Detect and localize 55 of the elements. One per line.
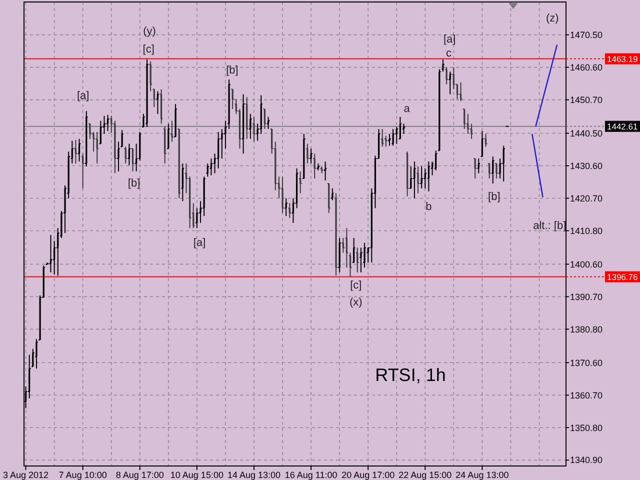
- annotation: (y): [143, 26, 156, 38]
- annotation: b: [426, 201, 432, 214]
- x-tick-label: 10 Aug 15:00: [170, 470, 224, 480]
- annotation: [b]: [128, 177, 140, 190]
- y-tick-label: 1410.80: [570, 226, 603, 236]
- y-tick-label: 1370.60: [570, 358, 603, 368]
- candlestick: [78, 138, 80, 162]
- y-tick-label: 1400.60: [570, 259, 603, 270]
- candlestick: [481, 130, 484, 158]
- y-tick-label: 1350.80: [570, 422, 603, 433]
- candlestick: [428, 160, 430, 192]
- y-tick-label: 1340.90: [570, 455, 603, 466]
- candlestick: [242, 94, 244, 154]
- candlestick: [484, 133, 487, 148]
- annotation: alt.: [b]: [533, 220, 566, 232]
- annotation: (z): [546, 12, 559, 25]
- ref-line-label: 1442.61: [607, 121, 638, 132]
- y-tick-label: 1450.70: [570, 94, 603, 105]
- y-tick-label: 1380.80: [570, 324, 603, 334]
- candlestick: [346, 228, 348, 268]
- y-tick-label: 1430.60: [570, 160, 603, 171]
- annotation: [b]: [226, 64, 238, 76]
- ref-line-label: 1396.76: [607, 272, 638, 282]
- annotation: a: [404, 102, 411, 115]
- x-tick-label: 24 Aug 13:00: [456, 470, 509, 480]
- x-tick-label: 16 Aug 11:00: [284, 470, 338, 480]
- candlestick: [320, 166, 323, 174]
- x-tick-label: 22 Aug 15:00: [398, 470, 452, 480]
- annotation: [a]: [443, 34, 456, 46]
- candlestick: [50, 234, 52, 273]
- annotation: (x): [350, 296, 362, 308]
- y-tick-label: 1420.70: [570, 193, 603, 204]
- annotation: [c]: [142, 43, 154, 56]
- annotation: [b]: [488, 191, 500, 204]
- candlestick: [349, 252, 352, 278]
- candlestick: [160, 88, 162, 124]
- x-tick-label: 20 Aug 17:00: [342, 470, 395, 480]
- x-tick-label: 3 Aug 2012: [3, 470, 49, 480]
- ref-line-label: 1463.19: [607, 54, 638, 64]
- annotation: c: [446, 47, 452, 60]
- x-tick-label: 8 Aug 17:00: [116, 470, 164, 480]
- annotation: [a]: [193, 236, 206, 249]
- y-tick-label: 1460.60: [570, 62, 603, 72]
- y-tick-label: 1360.70: [570, 390, 603, 400]
- text: RTSI, 1h: [375, 365, 446, 386]
- y-tick-label: 1390.70: [570, 292, 603, 302]
- x-tick-label: 7 Aug 10:00: [58, 470, 107, 480]
- y-tick-label: 1470.50: [570, 30, 603, 40]
- candlestick: [156, 90, 159, 114]
- annotation: [a]: [76, 90, 90, 102]
- candlestick: [74, 139, 77, 164]
- annotation: [c]: [350, 279, 362, 292]
- x-tick-label: 14 Aug 13:00: [227, 470, 281, 480]
- candlestick: [132, 148, 134, 172]
- y-tick-label: 1440.50: [570, 128, 603, 138]
